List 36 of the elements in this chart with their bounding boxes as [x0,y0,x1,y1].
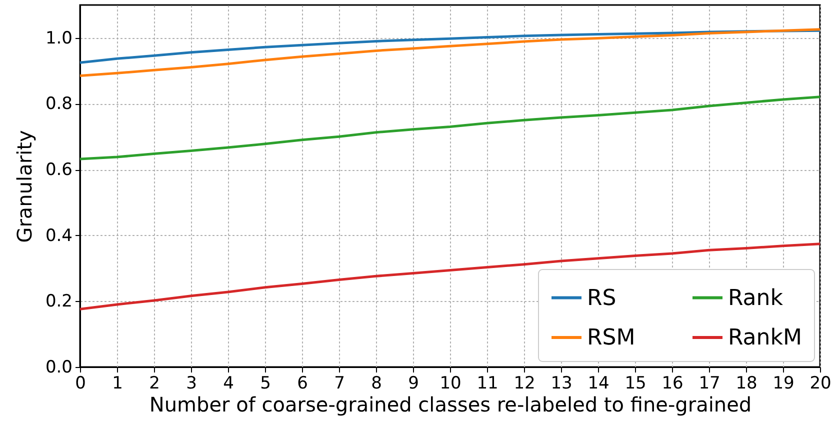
legend-label: Rank [728,286,784,311]
x-tick-label: 11 [476,374,498,394]
y-tick-label: 0.2 [45,292,72,312]
x-tick-label: 20 [810,374,832,394]
x-tick-label: 7 [334,374,345,394]
x-tick-label: 3 [186,374,197,394]
y-tick-label: 0.6 [45,160,72,180]
x-tick-label: 17 [698,374,720,394]
line-series [78,96,822,160]
x-tick-label: 5 [260,374,271,394]
x-tick-label: 2 [149,374,160,394]
x-tick-label: 0 [75,374,86,394]
y-tick-label: 0.8 [45,94,72,114]
line-series [78,242,822,310]
y-tick-label: 0.0 [45,358,72,378]
x-tick-label: 18 [736,374,758,394]
x-axis-title: Number of coarse-grained classes re-labeled to fine-grained [149,392,752,416]
legend-label: RankM [728,326,802,350]
x-tick-label: 9 [408,374,419,394]
x-tick-label: 6 [297,374,308,394]
x-tick-label: 8 [371,374,382,394]
x-tick-label: 19 [772,374,794,394]
y-tick-label: 0.4 [45,226,72,246]
x-tick-label: 12 [514,374,536,394]
x-tick-label: 10 [440,374,462,394]
y-tick-label: 1.0 [45,28,72,48]
x-tick-label: 1 [112,374,123,394]
y-axis-title: Granularity [12,130,36,243]
legend-label: RS [587,286,616,311]
x-tick-label: 13 [550,374,572,394]
x-tick-label: 15 [624,374,646,394]
legend-label: RSM [587,326,636,350]
x-tick-label: 4 [223,374,234,394]
line-series [78,28,822,78]
x-tick-label: 14 [588,374,610,394]
x-tick-label: 16 [662,374,684,394]
